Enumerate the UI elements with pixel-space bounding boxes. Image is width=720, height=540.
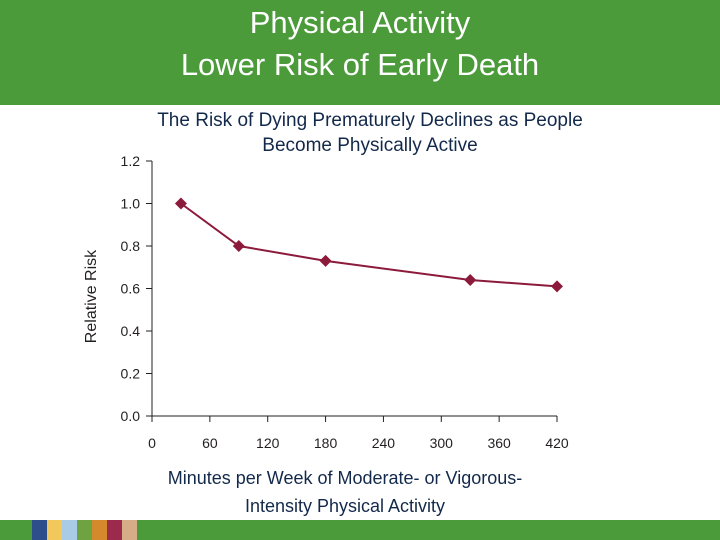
data-point — [551, 280, 563, 293]
footer-bar — [0, 520, 720, 540]
y-tick-label: 0.4 — [121, 323, 141, 339]
footer-color-block — [62, 520, 77, 540]
y-tick-label: 0.0 — [121, 408, 141, 424]
series-group — [174, 197, 563, 293]
y-tick-label: 0.8 — [121, 238, 141, 254]
x-tick-label: 0 — [148, 435, 156, 451]
chart-title: The Risk of Dying Prematurely Declines a… — [60, 108, 680, 158]
data-point — [174, 197, 187, 210]
x-tick-label: 420 — [545, 435, 569, 451]
chart-title-line-1: The Risk of Dying Prematurely Declines a… — [157, 110, 583, 131]
data-point — [232, 240, 245, 252]
x-tick-label: 60 — [202, 435, 218, 451]
x-tick-label: 300 — [430, 435, 454, 451]
footer-color-block — [47, 520, 62, 540]
chart-title-line-2: Become Physically Active — [262, 135, 478, 156]
slide-title-line-2: Lower Risk of Early Death — [180, 47, 540, 82]
header-bar — [0, 0, 720, 105]
footer-color-block — [92, 520, 107, 540]
y-tick-label: 0.2 — [121, 366, 141, 382]
data-point — [464, 274, 477, 286]
y-axis-label: Relative Risk — [83, 249, 100, 343]
footer-color-block — [107, 520, 122, 540]
x-axis-label-line-1: Minutes per Week of Moderate- or Vigorou… — [167, 468, 523, 488]
y-tick-label: 1.2 — [121, 153, 141, 169]
slide-title-line-1: Physical Activity — [249, 5, 471, 40]
data-point — [319, 254, 332, 267]
x-axis-label: Minutes per Week of Moderate- or Vigorou… — [100, 464, 590, 520]
footer-color-block — [77, 520, 92, 540]
x-axis-label-line-2: Intensity Physical Activity — [244, 496, 446, 516]
x-tick-label: 240 — [372, 435, 396, 451]
x-axis-ticks: 0 60 120 180 240 300 360 420 — [148, 416, 569, 451]
chart-axes — [151, 161, 557, 417]
x-tick-label: 120 — [256, 435, 280, 451]
footer-color-strip — [32, 520, 137, 540]
x-tick-label: 360 — [487, 435, 511, 451]
y-tick-label: 0.6 — [121, 281, 141, 297]
slide-title: Physical Activity Lower Risk of Early De… — [0, 2, 720, 86]
y-tick-label: 1.0 — [121, 196, 141, 212]
y-axis-ticks: 0.0 0.2 0.4 0.6 0.8 1.0 1.2 — [121, 153, 152, 424]
footer-color-block — [122, 520, 137, 540]
x-tick-label: 180 — [314, 435, 338, 451]
footer-color-block — [32, 520, 47, 540]
